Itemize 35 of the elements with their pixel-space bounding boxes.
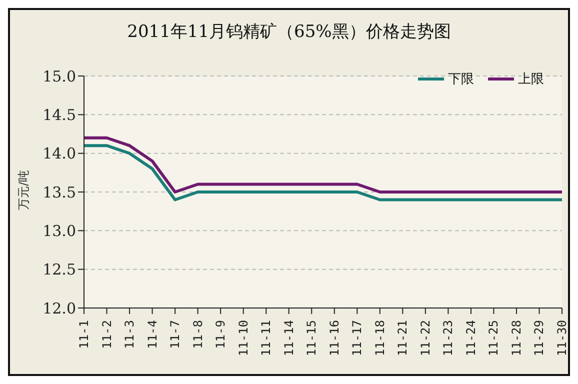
x-tick-label: 11-22: [418, 320, 432, 356]
x-tick-label: 11-15: [304, 320, 319, 356]
x-tick-label: 11-21: [396, 320, 410, 356]
y-tick-label: 12.0: [42, 299, 76, 318]
x-tick-label: 11-24: [464, 320, 478, 356]
x-tick-label: 11-30: [555, 320, 569, 356]
x-tick-label: 11-25: [486, 320, 501, 356]
x-tick-label: 11-4: [145, 320, 160, 349]
x-tick-label: 11-10: [236, 320, 250, 356]
legend-label: 上限: [518, 71, 544, 88]
y-tick-label: 13.5: [42, 183, 76, 202]
y-tick-label: 12.5: [42, 260, 76, 279]
x-tick-label: 11-8: [190, 320, 205, 349]
legend-label: 下限: [448, 71, 474, 88]
x-tick-label: 11-28: [509, 320, 524, 356]
line-series: [82, 144, 564, 202]
x-tick-label: 11-1: [77, 320, 91, 349]
y-axis-title: 万元/吨: [16, 170, 32, 210]
y-tick-label: 14.5: [42, 106, 76, 124]
line-series: [82, 136, 564, 194]
x-tick-label: 11-2: [100, 320, 114, 349]
chart-title: 2011年11月钨精矿（65%黑）价格走势图: [126, 21, 452, 43]
x-tick-label: 11-7: [168, 320, 182, 349]
x-tick-label: 11-9: [214, 320, 228, 349]
x-tick-label: 11-17: [350, 320, 364, 356]
y-tick-label: 15.0: [42, 67, 76, 86]
x-tick-label: 11-14: [282, 320, 296, 356]
y-tick-label: 13.0: [42, 222, 76, 240]
x-tick-label: 11-11: [259, 320, 274, 356]
x-tick-label: 11-23: [441, 320, 456, 356]
y-tick-label: 14.0: [42, 144, 76, 163]
x-tick-label: 11-29: [532, 320, 546, 356]
x-tick-label: 11-18: [372, 320, 387, 356]
x-tick-label: 11-16: [327, 320, 342, 356]
x-tick-label: 11-3: [122, 320, 137, 349]
